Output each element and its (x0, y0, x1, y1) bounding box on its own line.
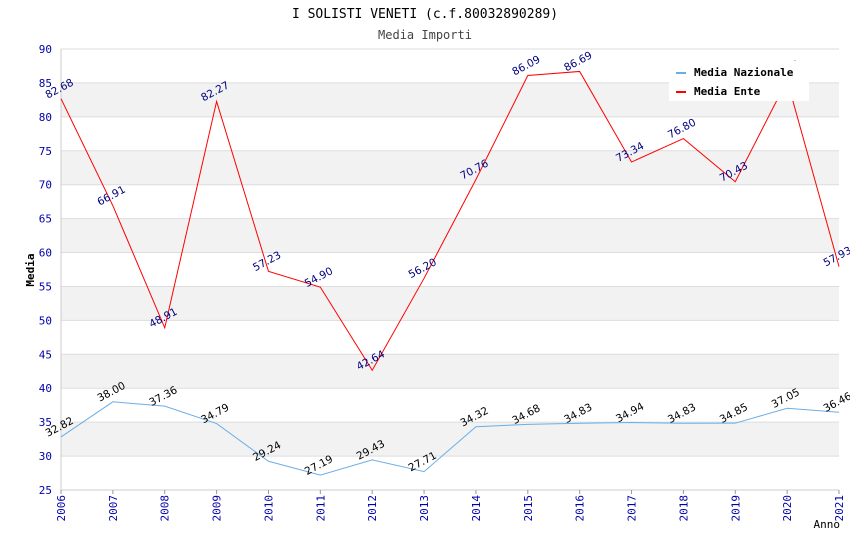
x-axis-label: Anno (814, 518, 841, 531)
plot-band (61, 252, 839, 287)
y-tick-label: 75 (39, 145, 52, 158)
plot-band (61, 320, 839, 355)
legend-label-media-ente: Media Ente (694, 85, 761, 98)
x-tick-label: 2006 (55, 495, 68, 522)
y-tick-label: 50 (39, 314, 52, 327)
x-tick-label: 2017 (626, 495, 639, 522)
y-tick-label: 30 (39, 450, 52, 463)
y-tick-label: 40 (39, 382, 52, 395)
y-tick-label: 85 (39, 77, 52, 90)
plot-band (61, 354, 839, 389)
y-tick-label: 55 (39, 280, 52, 293)
x-tick-label: 2011 (314, 495, 327, 522)
legend: Media Nazionale Media Ente (669, 61, 809, 101)
legend-label-media-nazionale: Media Nazionale (694, 66, 794, 79)
plot-band (61, 286, 839, 321)
chart-title: I SOLISTI VENETI (c.f.80032890289) (292, 7, 558, 22)
y-tick-label: 35 (39, 416, 52, 429)
x-tick-label: 2008 (159, 495, 172, 522)
plot-band (61, 184, 839, 219)
plot-band (61, 150, 839, 185)
x-tick-label: 2013 (418, 495, 431, 522)
x-tick-label: 2014 (470, 495, 483, 522)
chart-subtitle: Media Importi (378, 28, 472, 42)
y-axis: 25 30 35 40 45 50 55 60 65 70 75 80 85 90 (39, 43, 62, 497)
x-tick-label: 2007 (107, 495, 120, 522)
y-tick-label: 45 (39, 348, 52, 361)
y-tick-label: 60 (39, 247, 52, 260)
y-tick-label: 80 (39, 111, 52, 124)
series-line-media-ente (60, 70, 840, 372)
x-tick-label: 2010 (262, 495, 275, 522)
y-tick-label: 70 (39, 179, 52, 192)
plot-band (61, 388, 839, 423)
y-tick-label: 25 (39, 484, 52, 497)
plot-band (61, 456, 839, 490)
y-axis-label: Media (24, 253, 37, 286)
x-tick-label: 2018 (677, 495, 690, 522)
plot-band (61, 422, 839, 457)
y-tick-label: 90 (39, 43, 52, 56)
x-tick-label: 2020 (781, 495, 794, 522)
x-tick-label: 2016 (574, 495, 587, 522)
x-axis: 2006 2007 2008 2009 2010 2011 2012 2013 2014 2015… (55, 489, 846, 522)
x-tick-label: 2019 (729, 495, 742, 522)
y-tick-label: 65 (39, 213, 52, 226)
x-tick-label: 2012 (366, 495, 379, 522)
legend-box (669, 61, 809, 101)
x-tick-label: 2009 (211, 495, 224, 522)
x-tick-label: 2015 (522, 495, 535, 522)
x-tick-label: 2021 (833, 495, 846, 522)
series-lines (60, 70, 840, 476)
plot-band (61, 218, 839, 253)
plot-band (61, 116, 839, 151)
series-line-media-nazionale (60, 401, 840, 476)
